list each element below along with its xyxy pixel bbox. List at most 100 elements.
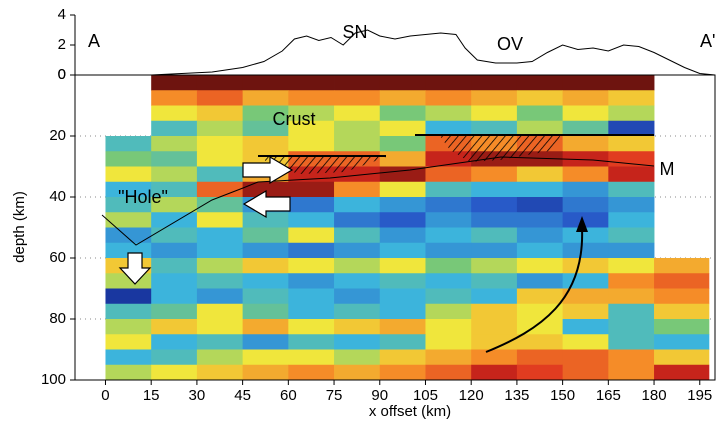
heatmap-cell (608, 90, 655, 106)
heatmap-cell (608, 288, 655, 305)
heatmap-cell (516, 334, 564, 350)
plot-frame (74, 74, 716, 381)
heatmap-cell (288, 227, 335, 244)
heatmap-cell (151, 334, 198, 350)
heatmap-cell (288, 288, 335, 305)
heatmap-cell (288, 273, 335, 289)
heatmap-cell (425, 288, 472, 305)
x-tick-label: 0 (101, 387, 109, 404)
heatmap-cell (105, 334, 152, 350)
heatmap-cell (334, 349, 381, 366)
heatmap-cell (471, 303, 518, 320)
heatmap-cell (151, 151, 198, 167)
heatmap-cell (379, 288, 426, 305)
heatmap-cell (562, 90, 609, 106)
heatmap-cell (334, 334, 381, 350)
x-tick-label: 60 (280, 387, 297, 404)
heatmap-cell (288, 75, 335, 91)
heatmap-cell (151, 288, 198, 305)
heatmap-cell (196, 90, 244, 106)
heatmap-cell (151, 166, 198, 183)
heatmap-cell (516, 105, 564, 122)
heatmap-cell (471, 75, 518, 91)
heatmap-cell (608, 105, 655, 122)
heatmap-cell (425, 303, 472, 320)
y-tick-label: 0 (58, 66, 66, 83)
heatmap-cell (516, 227, 564, 244)
heatmap-cell (334, 242, 381, 259)
x-tick-label: 30 (189, 387, 206, 404)
heatmap-cell (196, 334, 244, 350)
heatmap-cell (562, 319, 609, 335)
heatmap-cell (288, 303, 335, 320)
heatmap-cell (334, 90, 381, 106)
heatmap-cell (608, 364, 655, 381)
x-tick-label: 75 (326, 387, 343, 404)
y-tick-label: 100 (41, 371, 66, 388)
heatmap-cell (562, 288, 609, 305)
heatmap-cell (562, 227, 609, 244)
heatmap-cell (334, 197, 381, 213)
heatmap-cell (242, 212, 289, 228)
heatmap-cell (196, 166, 244, 183)
heatmap-cell (608, 258, 655, 274)
heatmap-cell (471, 212, 518, 228)
heatmap-cell (654, 303, 710, 320)
heatmap-cell (471, 120, 518, 137)
heatmap-cell (425, 166, 472, 183)
heatmap-cell (242, 288, 289, 305)
heatmap-cell (425, 90, 472, 106)
heatmap-cell (196, 151, 244, 167)
heatmap-cell (562, 166, 609, 183)
heatmap-cell (242, 227, 289, 244)
y-tick-label: 80 (49, 310, 66, 327)
x-tick-label: 165 (596, 387, 621, 404)
heatmap-cell (151, 181, 198, 198)
x-tick-label: 135 (504, 387, 529, 404)
arrow-head (576, 216, 588, 232)
heatmap-cell (105, 181, 152, 198)
heatmap-cell (608, 242, 655, 259)
heatmap-cell (151, 212, 198, 228)
heatmap-cell (471, 181, 518, 198)
heatmap-cell (288, 258, 335, 274)
topography-line (75, 29, 716, 76)
heatmap-cell (242, 273, 289, 289)
heatmap-cell (425, 197, 472, 213)
heatmap-cell (105, 136, 152, 152)
heatmap-cell (288, 120, 335, 137)
heatmap-cell (379, 75, 426, 91)
heatmap-cell (471, 288, 518, 305)
heatmap-cell (379, 90, 426, 106)
heatmap-cell (425, 334, 472, 350)
heatmap-cell (608, 349, 655, 366)
heatmap-cell (516, 90, 564, 106)
heatmap-cell (242, 258, 289, 274)
heatmap-cell (151, 197, 198, 213)
heatmap-cell (562, 258, 609, 274)
heatmap-cell (516, 364, 564, 381)
x-tick-label: 15 (143, 387, 160, 404)
heatmap-cell (516, 197, 564, 213)
x-tick-label: 90 (371, 387, 388, 404)
heatmap-cell (151, 227, 198, 244)
heatmap-cell (562, 334, 609, 350)
heatmap-cell (379, 349, 426, 366)
heatmap-cell (196, 288, 244, 305)
annotation: SN (342, 22, 367, 42)
heatmap-cell (425, 227, 472, 244)
heatmap-cell (151, 105, 198, 122)
heatmap-cell (242, 319, 289, 335)
heatmap-cell (288, 319, 335, 335)
heatmap-cell (654, 319, 710, 335)
heatmap-cell (654, 258, 710, 274)
y-tick-label: 60 (49, 249, 66, 266)
annotation: A' (700, 31, 715, 51)
heatmap-cell (516, 151, 564, 167)
heatmap-cell (471, 105, 518, 122)
heatmap-cell (608, 227, 655, 244)
heatmap-cell (288, 136, 335, 152)
heatmap-cell (516, 349, 564, 366)
heatmap-cell (608, 136, 655, 152)
heatmap-cell (516, 181, 564, 198)
